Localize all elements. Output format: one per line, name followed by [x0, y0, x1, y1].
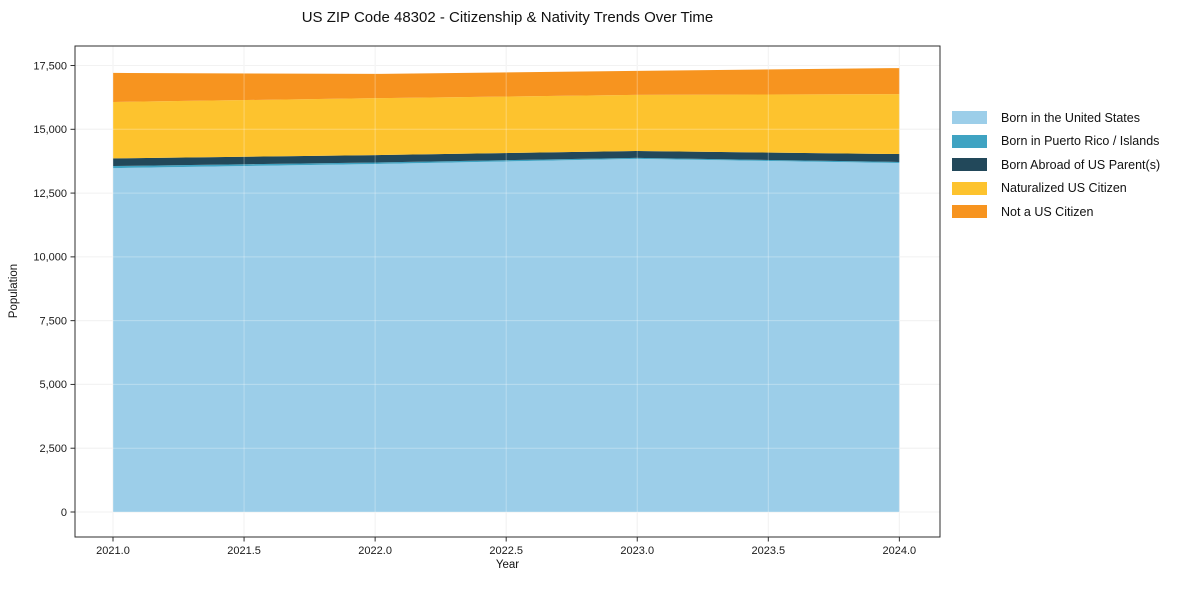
legend-label: Naturalized US Citizen — [1001, 181, 1127, 196]
y-tick-label: 12,500 — [33, 188, 67, 200]
legend-label: Born Abroad of US Parent(s) — [1001, 157, 1161, 172]
legend-item-4: Not a US Citizen — [952, 200, 1160, 224]
y-tick-label: 2,500 — [39, 443, 67, 455]
legend-label: Not a US Citizen — [1001, 204, 1094, 219]
area-series-0 — [113, 158, 900, 512]
area-series-3 — [113, 94, 900, 159]
y-tick-label: 5,000 — [39, 379, 67, 391]
plot-spines — [74, 45, 941, 538]
y-tick-label: 10,000 — [33, 252, 67, 264]
legend-item-0: Born in the United States — [952, 106, 1160, 130]
legend-swatch — [952, 205, 987, 219]
legend-swatch — [952, 134, 987, 148]
x-tick-label: 2022.5 — [489, 545, 523, 557]
y-tick-label: 7,500 — [39, 315, 67, 327]
y-tick-label: 17,500 — [33, 60, 67, 72]
legend-item-2: Born Abroad of US Parent(s) — [952, 153, 1160, 177]
legend-swatch — [952, 158, 987, 172]
y-axis-label: Population — [8, 263, 20, 319]
x-tick-label: 2021.5 — [227, 545, 261, 557]
legend-swatch — [952, 111, 987, 125]
x-tick-label: 2022.0 — [358, 545, 392, 557]
legend-label: Born in the United States — [1001, 110, 1140, 125]
area-series-4 — [113, 68, 900, 103]
x-axis-label: Year — [495, 559, 520, 571]
x-tick-label: 2021.0 — [96, 545, 130, 557]
chart-title: US ZIP Code 48302 - Citizenship & Nativi… — [301, 9, 714, 26]
x-tick-label: 2023.0 — [620, 545, 654, 557]
legend-swatch — [952, 181, 987, 195]
area-series-2 — [113, 150, 900, 167]
y-tick-label: 0 — [61, 507, 67, 519]
legend: Born in the United States Born in Puerto … — [952, 106, 1160, 224]
legend-item-3: Naturalized US Citizen — [952, 177, 1160, 201]
x-tick-label: 2024.0 — [883, 545, 917, 557]
x-tick-label: 2023.5 — [751, 545, 785, 557]
y-tick-label: 15,000 — [33, 124, 67, 136]
legend-item-1: Born in Puerto Rico / Islands — [952, 130, 1160, 154]
legend-label: Born in Puerto Rico / Islands — [1001, 134, 1160, 149]
